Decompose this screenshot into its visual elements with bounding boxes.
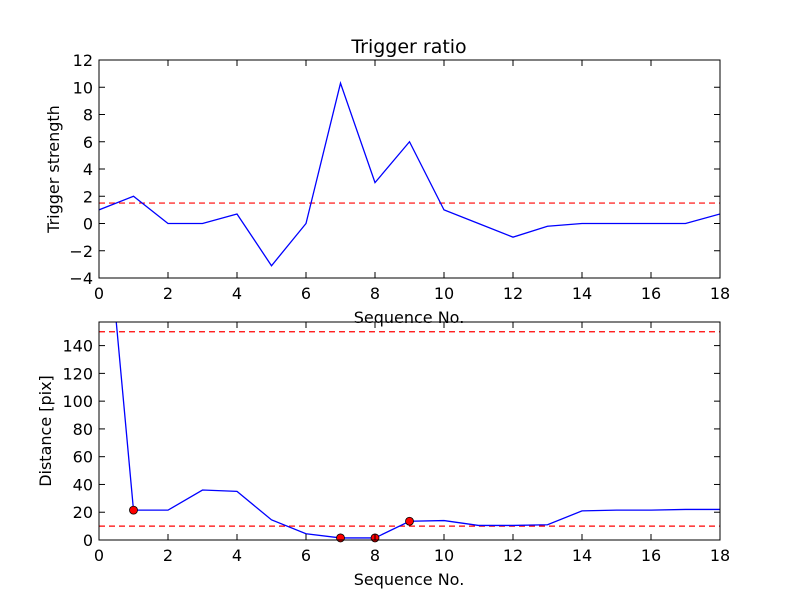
x-tick-label: 12 xyxy=(503,546,523,565)
data-point-marker xyxy=(336,533,345,543)
y-tick-label: 8 xyxy=(83,106,93,125)
y-tick-label: 140 xyxy=(62,337,93,356)
y-tick-label: 0 xyxy=(83,531,93,550)
x-tick-label: 0 xyxy=(94,284,104,303)
trigger-plot-area: 0 2 4 6 8 10 12 14 16 18 −4 −2 0 2 4 6 8 10 12 xyxy=(69,51,730,303)
y-tick-label: 12 xyxy=(73,51,93,70)
x-tick-label: 14 xyxy=(572,284,592,303)
x-tick-label: 0 xyxy=(94,546,104,565)
y-tick-label: −2 xyxy=(69,242,93,261)
y-tick-label: 100 xyxy=(62,392,93,411)
y-tick-label: 2 xyxy=(83,187,93,206)
y-tick-label: −4 xyxy=(69,269,93,288)
x-tick-label: 2 xyxy=(163,284,173,303)
x-tick-label: 10 xyxy=(434,284,454,303)
y-tick-label: 6 xyxy=(83,133,93,152)
x-tick-label: 8 xyxy=(370,284,380,303)
y-tick-label: 0 xyxy=(83,215,93,234)
distance-plot-area: 0 2 4 6 8 10 12 14 16 18 0 20 40 60 80 100 120 140 xyxy=(62,321,730,565)
y-tick-label: 80 xyxy=(73,420,93,439)
y-axis-label: Trigger strength xyxy=(44,105,63,234)
data-point-marker xyxy=(405,516,414,526)
x-tick-label: 18 xyxy=(710,284,730,303)
x-tick-label: 12 xyxy=(503,284,523,303)
y-tick-label: 4 xyxy=(83,160,93,179)
y-tick-label: 120 xyxy=(62,364,93,383)
x-tick-label: 4 xyxy=(232,546,242,565)
x-tick-label: 6 xyxy=(301,546,311,565)
y-axis-label: Distance [pix] xyxy=(36,375,55,487)
y-tick-label: 40 xyxy=(73,475,93,494)
series-line xyxy=(99,80,720,267)
trigger-ratio-chart: Trigger ratio 0 2 4 6 8 10 12 14 16 18 −4 −2 0 2 4 6 8 10… xyxy=(44,36,730,327)
x-tick-label: 16 xyxy=(641,546,661,565)
x-tick-label: 6 xyxy=(301,284,311,303)
data-point-marker xyxy=(129,505,138,515)
x-tick-label: 10 xyxy=(434,546,454,565)
chart-title: Trigger ratio xyxy=(350,36,466,58)
y-tick-label: 20 xyxy=(73,503,93,522)
x-axis-label: Sequence No. xyxy=(354,308,465,327)
x-tick-label: 8 xyxy=(370,546,380,565)
x-tick-label: 18 xyxy=(710,546,730,565)
x-tick-label: 4 xyxy=(232,284,242,303)
y-tick-label: 60 xyxy=(73,448,93,467)
x-axis-label: Sequence No. xyxy=(354,570,465,589)
plot-data-layer xyxy=(99,80,720,267)
x-tick-label: 2 xyxy=(163,546,173,565)
x-tick-label: 16 xyxy=(641,284,661,303)
plot-frame xyxy=(98,321,721,541)
x-tick-label: 14 xyxy=(572,546,592,565)
y-tick-label: 10 xyxy=(73,78,93,97)
distance-chart: 0 2 4 6 8 10 12 14 16 18 0 20 40 60 80 100 120 140 Sequen… xyxy=(36,321,730,589)
